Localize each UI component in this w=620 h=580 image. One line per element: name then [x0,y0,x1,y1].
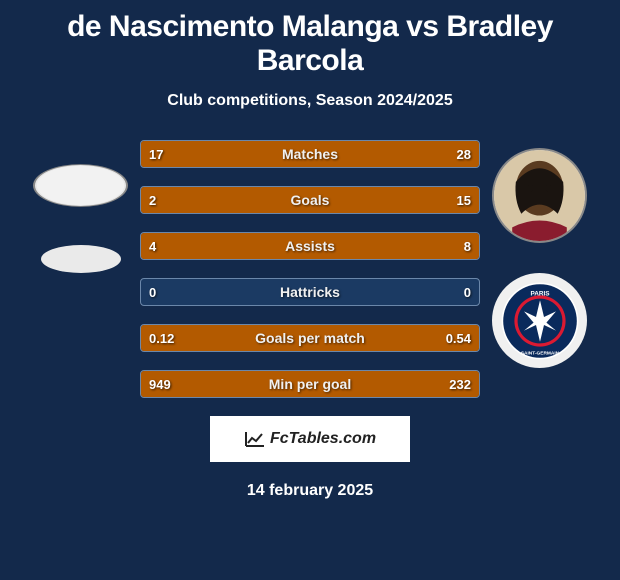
stat-left-value: 949 [149,377,171,392]
subtitle: Club competitions, Season 2024/2025 [10,92,610,110]
fctables-watermark: FcTables.com [210,416,410,462]
stat-bar-left-fill [141,187,182,213]
stat-label: Hattricks [280,284,340,300]
stat-right-value: 15 [457,193,471,208]
stat-row: 4 Assists 8 [140,232,480,260]
psg-logo-icon: PARIS SAINT-GERMAIN [500,281,580,361]
stat-bar-right-fill [182,187,479,213]
stat-left-value: 17 [149,147,163,162]
stat-row: 0.12 Goals per match 0.54 [140,324,480,352]
stat-label: Goals per match [255,330,365,346]
stat-right-value: 0 [464,285,471,300]
stat-label: Matches [282,146,338,162]
date-label: 14 february 2025 [10,482,610,500]
comparison-panel: 17Matches282Goals154Assists80Hattricks00… [10,140,610,398]
stat-row: 17 Matches 28 [140,140,480,168]
stat-row: 0 Hattricks 0 [140,278,480,306]
stat-row: 2 Goals 15 [140,186,480,214]
stat-label: Goals [291,192,330,208]
stat-right-value: 8 [464,239,471,254]
svg-text:SAINT-GERMAIN: SAINT-GERMAIN [520,350,559,356]
right-player-column: PARIS SAINT-GERMAIN [492,140,587,368]
left-player-column [33,140,128,273]
stat-label: Min per goal [269,376,351,392]
stat-left-value: 0 [149,285,156,300]
right-player-avatar [492,148,587,243]
right-club-badge: PARIS SAINT-GERMAIN [492,273,587,368]
stat-left-value: 2 [149,193,156,208]
stat-row: 949 Min per goal 232 [140,370,480,398]
left-club-badge [41,245,121,273]
stat-label: Assists [285,238,335,254]
chart-icon [244,430,266,448]
page-title: de Nascimento Malanga vs Bradley Barcola [10,10,610,78]
stat-left-value: 0.12 [149,331,174,346]
stat-bar-left-fill [141,233,253,259]
stat-right-value: 0.54 [446,331,471,346]
stat-left-value: 4 [149,239,156,254]
left-player-avatar [33,164,128,207]
fctables-label: FcTables.com [270,430,376,448]
stat-right-value: 232 [449,377,471,392]
svg-text:PARIS: PARIS [530,290,550,297]
stat-right-value: 28 [457,147,471,162]
stat-bars: 17Matches282Goals154Assists80Hattricks00… [140,140,480,398]
